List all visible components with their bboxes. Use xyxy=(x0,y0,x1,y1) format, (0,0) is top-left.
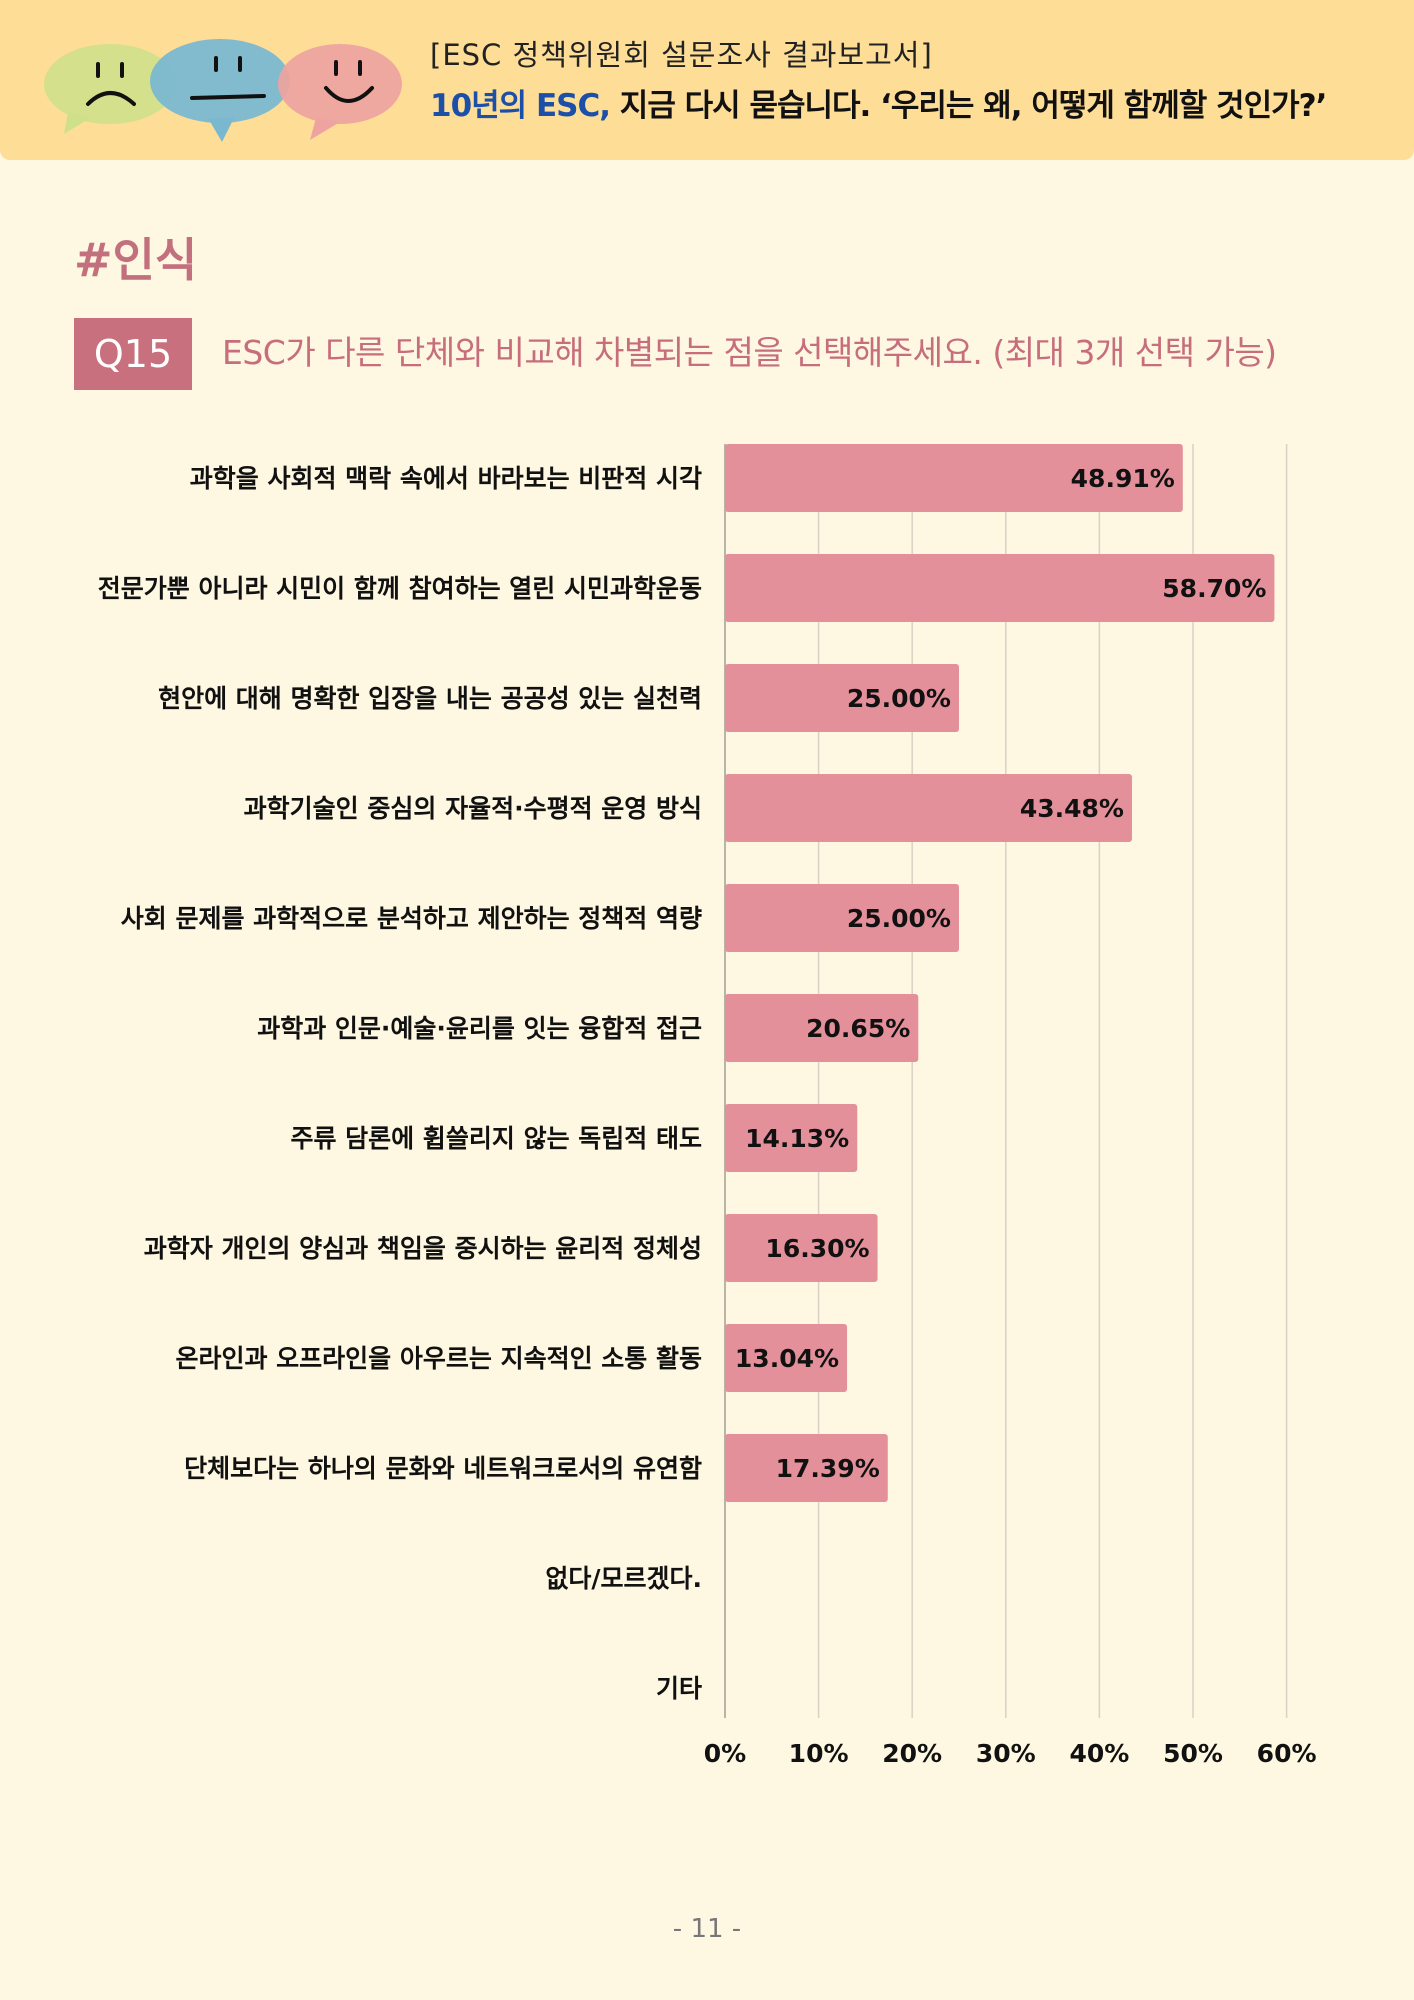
category-label: 과학자 개인의 양심과 책임을 중시하는 윤리적 정체성 xyxy=(144,1234,702,1263)
bar xyxy=(725,1434,888,1502)
x-tick-label: 40% xyxy=(1069,1739,1129,1768)
category-label: 주류 담론에 휩쓸리지 않는 독립적 태도 xyxy=(290,1124,702,1153)
speech-bubble-faces-icon xyxy=(44,39,402,142)
question-text: ESC가 다른 단체와 비교해 차별되는 점을 선택해주세요. (최대 3개 선… xyxy=(222,333,1277,372)
category-label: 사회 문제를 과학적으로 분석하고 제안하는 정책적 역량 xyxy=(121,904,702,933)
data-label: 25.00% xyxy=(847,904,951,933)
data-label: 48.91% xyxy=(1071,464,1175,493)
data-label: 20.65% xyxy=(806,1014,910,1043)
bar-chart: 0% 10% 20% 30% 40% 50% 60% 과학을 사회적 맥락 속에서 바라보는 … xyxy=(98,444,1317,1768)
bar xyxy=(725,1214,878,1282)
report-header: [ESC 정책위원회 설문조사 결과보고서] 10년의 ESC, 지금 다시 묻… xyxy=(0,0,1414,160)
bar xyxy=(725,994,919,1062)
category-label: 과학과 인문·예술·윤리를 잇는 융합적 접근 xyxy=(257,1014,702,1043)
x-tick-label: 50% xyxy=(1163,1739,1223,1768)
report-title-highlight: 10년의 ESC, xyxy=(430,88,611,124)
question-number-badge: Q15 xyxy=(74,318,192,390)
report-subtitle: [ESC 정책위원회 설문조사 결과보고서] xyxy=(430,38,933,72)
data-label: 16.30% xyxy=(765,1234,869,1263)
bar xyxy=(725,664,959,732)
data-label: 58.70% xyxy=(1162,574,1266,603)
x-tick-label: 10% xyxy=(789,1739,849,1768)
page-number: - 11 - xyxy=(672,1914,742,1944)
category-label: 없다/모르겠다. xyxy=(545,1564,702,1593)
x-tick-label: 30% xyxy=(976,1739,1036,1768)
bar xyxy=(725,884,959,952)
x-tick-label: 0% xyxy=(704,1739,746,1768)
data-label: 25.00% xyxy=(847,684,951,713)
data-label: 17.39% xyxy=(776,1454,880,1483)
category-label: 전문가뿐 아니라 시민이 함께 참여하는 열린 시민과학운동 xyxy=(98,574,702,603)
category-label: 과학기술인 중심의 자율적·수평적 운영 방식 xyxy=(244,794,702,823)
report-title: 10년의 ESC, 지금 다시 묻습니다. ‘우리는 왜, 어떻게 함께할 것인… xyxy=(430,80,1328,125)
bar xyxy=(725,1324,848,1392)
x-tick-label: 60% xyxy=(1257,1739,1317,1768)
x-tick-label: 20% xyxy=(882,1739,942,1768)
bar xyxy=(725,554,1275,622)
bar xyxy=(725,774,1132,842)
data-label: 14.13% xyxy=(745,1124,849,1153)
bar xyxy=(725,444,1183,512)
category-label: 과학을 사회적 맥락 속에서 바라보는 비판적 시각 xyxy=(190,464,702,493)
section-tag: #인식 xyxy=(74,233,198,287)
data-label: 13.04% xyxy=(735,1344,839,1373)
category-label: 단체보다는 하나의 문화와 네트워크로서의 유연함 xyxy=(184,1454,702,1483)
category-label: 현안에 대해 명확한 입장을 내는 공공성 있는 실천력 xyxy=(158,684,702,713)
category-label: 기타 xyxy=(656,1674,702,1703)
category-label: 온라인과 오프라인을 아우르는 지속적인 소통 활동 xyxy=(175,1344,702,1373)
report-title-rest: 지금 다시 묻습니다. ‘우리는 왜, 어떻게 함께할 것인가?’ xyxy=(610,88,1328,124)
bar xyxy=(725,1104,858,1172)
data-label: 43.48% xyxy=(1020,794,1124,823)
